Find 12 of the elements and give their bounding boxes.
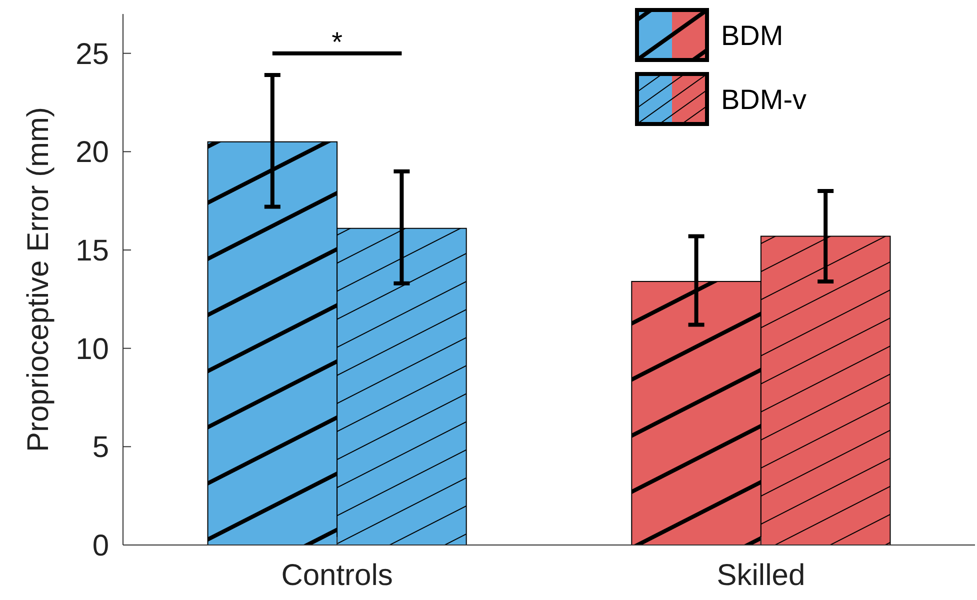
y-tick-label: 5 <box>92 431 109 464</box>
legend-label: BDM-v <box>721 84 807 115</box>
y-axis-title: Proprioceptive Error (mm) <box>22 106 55 452</box>
y-tick-label: 10 <box>76 332 109 366</box>
y-tick-label: 20 <box>76 136 109 170</box>
y-tick-label: 15 <box>76 234 109 268</box>
legend-label: BDM <box>721 20 784 51</box>
annotation: * <box>332 26 343 58</box>
x-tick-label: Skilled <box>716 559 806 592</box>
y-tick-label: 0 <box>92 530 109 562</box>
y-tick-label: 25 <box>76 38 109 71</box>
x-tick-label: Controls <box>281 559 393 592</box>
